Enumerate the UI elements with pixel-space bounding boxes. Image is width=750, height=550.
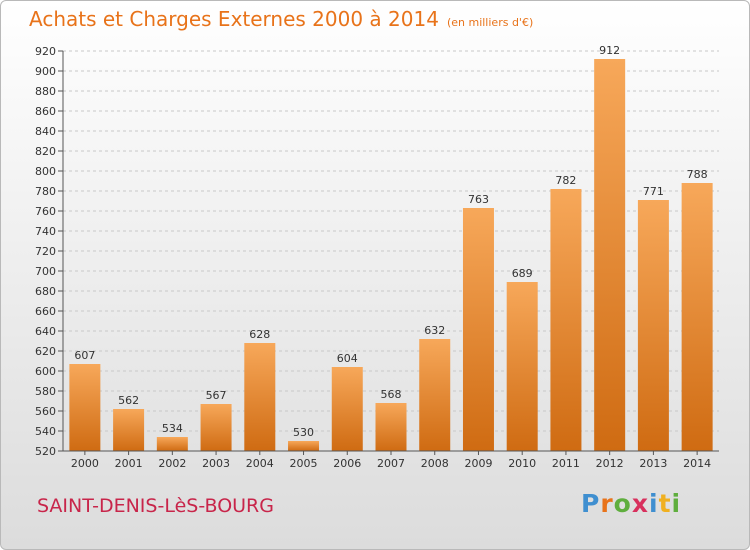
data-label: 771 <box>643 185 664 198</box>
logo-letter: o <box>613 489 632 518</box>
y-tick-label: 620 <box>35 345 56 358</box>
data-label: 632 <box>424 324 445 337</box>
y-tick-label: 540 <box>35 425 56 438</box>
x-axis: 2000 2001 2002 2003 2004 2005 2006 2007 2008 2009… <box>63 450 719 470</box>
y-tick-label: 780 <box>35 185 56 198</box>
logo-letter: i <box>671 489 682 518</box>
x-tick-label: 2011 <box>552 457 580 470</box>
x-tick-label: 2001 <box>115 457 143 470</box>
data-label: 782 <box>555 174 576 187</box>
bar-2004 <box>244 343 276 451</box>
x-tick-label: 2005 <box>290 457 318 470</box>
data-label: 788 <box>687 168 708 181</box>
y-tick-label: 660 <box>35 305 56 318</box>
x-tick-label: 2004 <box>246 457 274 470</box>
bar-2013 <box>637 200 669 451</box>
y-tick-label: 880 <box>35 85 56 98</box>
y-tick-label: 700 <box>35 265 56 278</box>
bar-2001 <box>113 409 145 451</box>
logo-letter: i <box>649 489 659 518</box>
bar-2010 <box>506 282 538 451</box>
data-label: 562 <box>118 394 139 407</box>
data-label: 568 <box>381 388 402 401</box>
bar-2008 <box>419 339 451 451</box>
y-tick-label: 560 <box>35 405 56 418</box>
x-tick-label: 2007 <box>377 457 405 470</box>
x-tick-label: 2012 <box>596 457 624 470</box>
y-tick-label: 800 <box>35 165 56 178</box>
y-tick-label: 900 <box>35 65 56 78</box>
title-text: Achats et Charges Externes 2000 à 2014 <box>29 7 439 31</box>
bar-2012 <box>594 59 626 451</box>
bar-2006 <box>331 367 363 451</box>
bar-2002 <box>156 437 188 451</box>
proxiti-logo: Proxiti <box>581 489 681 518</box>
y-tick-label: 920 <box>35 45 56 58</box>
data-label: 607 <box>74 349 95 362</box>
bar-2011 <box>550 189 582 451</box>
logo-letter: r <box>600 489 614 518</box>
data-label: 534 <box>162 422 183 435</box>
x-tick-label: 2000 <box>71 457 99 470</box>
data-label: 689 <box>512 267 533 280</box>
x-tick-label: 2008 <box>421 457 449 470</box>
y-tick-label: 840 <box>35 125 56 138</box>
y-tick-label: 860 <box>35 105 56 118</box>
data-label: 567 <box>206 389 227 402</box>
x-tick-label: 2013 <box>639 457 667 470</box>
logo-letter: P <box>581 489 601 518</box>
data-label: 604 <box>337 352 358 365</box>
x-tick-label: 2010 <box>508 457 536 470</box>
x-tick-label: 2014 <box>683 457 711 470</box>
data-label: 530 <box>293 426 314 439</box>
bar-2014 <box>681 183 713 451</box>
x-tick-label: 2009 <box>464 457 492 470</box>
bar-2007 <box>375 403 407 451</box>
y-axis: 520 540 560 580 600 620 640 660 680 700 720 740 760 7… <box>35 45 64 458</box>
unit-note: (en milliers d'€) <box>446 16 534 29</box>
y-tick-label: 680 <box>35 285 56 298</box>
chart-title: Achats et Charges Externes 2000 à 2014 (e… <box>29 7 533 31</box>
x-tick-label: 2006 <box>333 457 361 470</box>
x-tick-label: 2002 <box>158 457 186 470</box>
y-tick-label: 600 <box>35 365 56 378</box>
data-label: 763 <box>468 193 489 206</box>
commune-name: SAINT-DENIS-LèS-BOURG <box>37 495 274 517</box>
y-tick-label: 520 <box>35 445 56 458</box>
y-tick-label: 640 <box>35 325 56 338</box>
y-tick-label: 720 <box>35 245 56 258</box>
x-tick-label: 2003 <box>202 457 230 470</box>
bar-2009 <box>462 208 494 451</box>
y-tick-label: 760 <box>35 205 56 218</box>
data-label: 628 <box>249 328 270 341</box>
bar-2005 <box>288 441 320 451</box>
y-tick-label: 820 <box>35 145 56 158</box>
data-label: 912 <box>599 44 620 57</box>
bars: 607 562 534 567 628 530 604 568 632 763 689 782 912 7… <box>69 44 713 451</box>
logo-letter: t <box>658 489 672 518</box>
y-tick-label: 740 <box>35 225 56 238</box>
y-tick-label: 580 <box>35 385 56 398</box>
logo-letter: x <box>631 489 649 518</box>
bar-2003 <box>200 404 232 451</box>
bar-2000 <box>69 364 101 451</box>
